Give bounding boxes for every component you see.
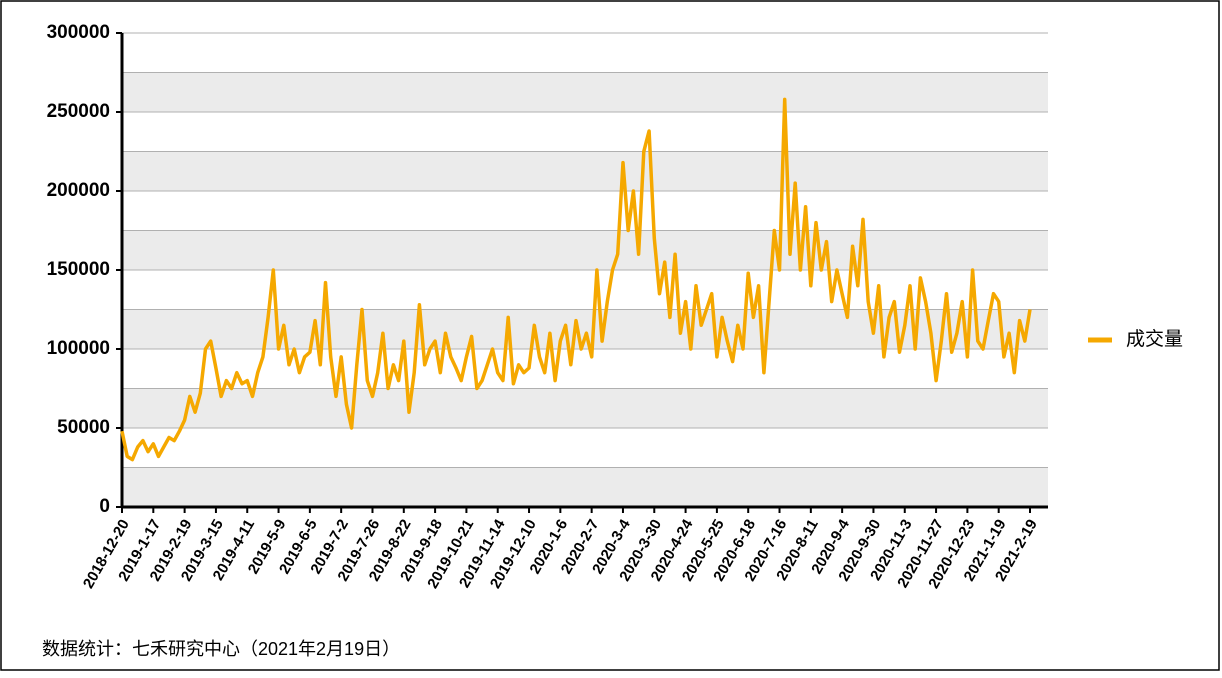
grid-band (122, 230, 1048, 270)
grid-band (122, 151, 1048, 191)
y-tick-label: 250000 (47, 101, 110, 122)
source-note: 数据统计：七禾研究中心（2021年2月19日） (42, 639, 400, 659)
series-line (120, 97, 1032, 462)
grid-band (122, 72, 1048, 112)
y-tick-label: 0 (99, 496, 110, 517)
y-tick-label: 150000 (47, 259, 110, 280)
y-tick-label: 50000 (57, 417, 110, 438)
y-tick-label: 200000 (47, 180, 110, 201)
y-tick-label: 300000 (47, 22, 110, 43)
y-tick-label: 100000 (47, 338, 110, 359)
grid-band (122, 467, 1048, 507)
grid-band (122, 388, 1048, 428)
legend-label: 成交量 (1126, 328, 1183, 350)
grid-band (122, 309, 1048, 349)
